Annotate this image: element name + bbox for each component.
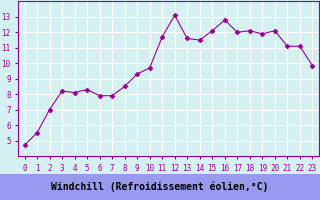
Text: Windchill (Refroidissement éolien,°C): Windchill (Refroidissement éolien,°C) <box>51 182 269 192</box>
